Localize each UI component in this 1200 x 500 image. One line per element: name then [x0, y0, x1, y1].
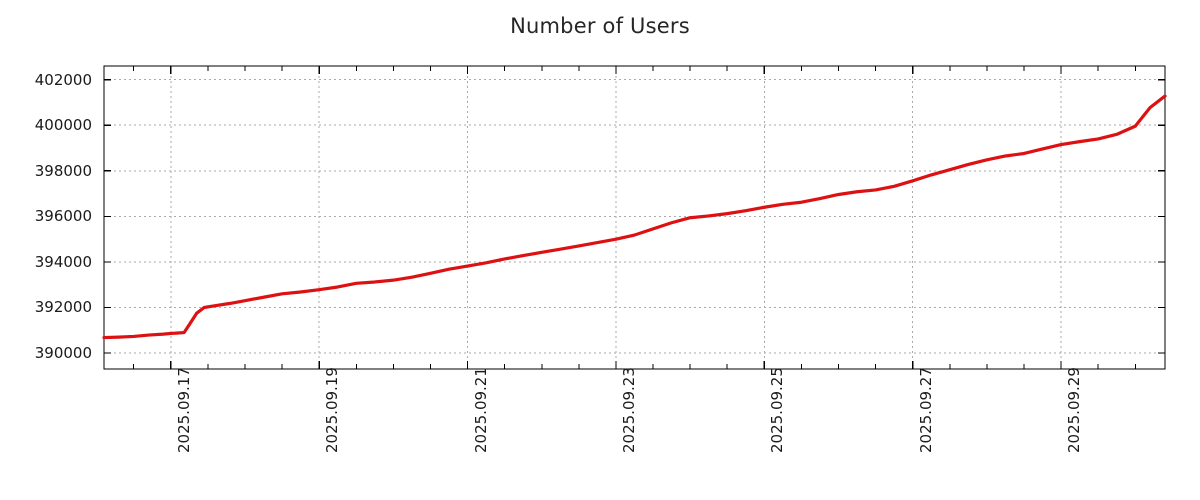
y-axis-tick-label: 390000 [34, 344, 92, 363]
axis-ticks [104, 66, 1165, 369]
axis-frame [103, 65, 1166, 370]
y-axis-tick-label: 392000 [34, 298, 92, 317]
x-axis-tick-label: 2025.09.25 [768, 367, 787, 453]
x-axis-tick-label: 2025.09.23 [619, 367, 638, 453]
y-axis-tick-label: 400000 [34, 116, 92, 135]
y-axis-tick-label: 396000 [34, 207, 92, 226]
series-line-number-of-users [102, 94, 1167, 340]
x-axis-tick-label: 2025.09.29 [1065, 367, 1084, 453]
y-axis-tick-label: 398000 [34, 161, 92, 180]
x-axis-tick-label: 2025.09.17 [174, 367, 193, 453]
gridlines [104, 66, 1165, 369]
y-axis-tick-label: 402000 [34, 70, 92, 89]
x-axis-tick-label: 2025.09.27 [916, 367, 935, 453]
chart-title: Number of Users [510, 14, 690, 38]
y-axis-tick-label: 394000 [34, 252, 92, 271]
x-axis-tick-label: 2025.09.19 [323, 367, 342, 453]
data-series [102, 94, 1167, 340]
x-axis-tick-label: 2025.09.21 [471, 367, 490, 453]
